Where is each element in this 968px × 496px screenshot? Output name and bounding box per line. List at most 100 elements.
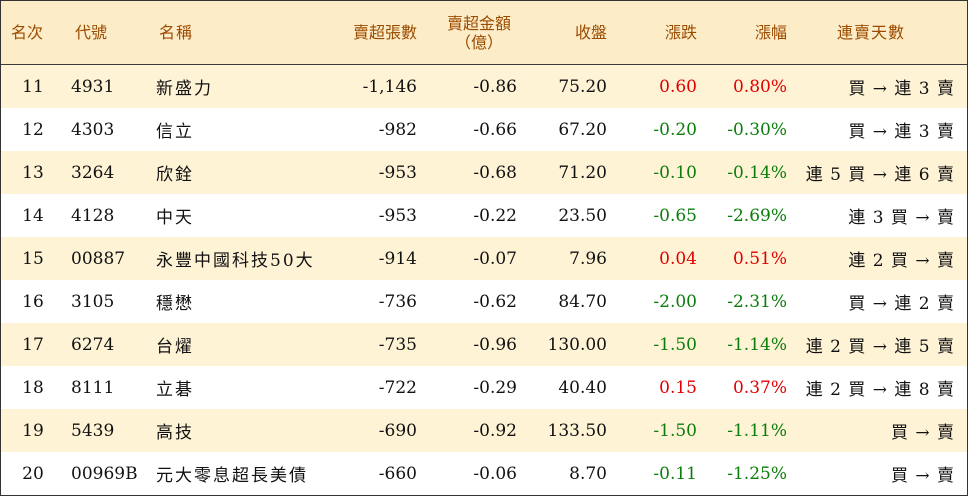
header-close: 收盤 xyxy=(574,23,607,42)
cell-change: 0.04 xyxy=(659,248,697,269)
table-row[interactable]: 19 5439 高技 -690 -0.92 133.50 -1.50 -1.11% 買 → 賣 xyxy=(1,409,967,452)
header-code: 代號 xyxy=(75,23,108,42)
cell-net-sell-amount: -0.07 xyxy=(473,248,517,269)
cell-rank: 13 xyxy=(22,162,44,183)
cell-name: 穩懋 xyxy=(156,294,194,314)
cell-change: -0.11 xyxy=(653,463,697,484)
cell-name: 新盛力 xyxy=(156,79,213,99)
cell-code: 00887 xyxy=(71,248,126,269)
cell-net-sell-shares: -953 xyxy=(378,162,417,183)
cell-change-pct: 0.51% xyxy=(732,248,787,269)
cell-change-pct: -1.25% xyxy=(727,463,787,484)
cell-close: 67.20 xyxy=(558,119,607,140)
cell-consecutive-days: 買 → 連 3 賣 xyxy=(848,122,955,142)
cell-consecutive-days: 連 2 買 → 賣 xyxy=(848,251,955,271)
cell-change-pct: -2.69% xyxy=(727,205,787,226)
header-name: 名稱 xyxy=(159,23,194,42)
cell-name: 中天 xyxy=(156,208,194,228)
cell-change-pct: -1.14% xyxy=(727,334,787,355)
cell-net-sell-amount: -0.29 xyxy=(473,377,517,398)
cell-close: 84.70 xyxy=(558,291,607,312)
cell-rank: 20 xyxy=(22,463,44,484)
cell-consecutive-days: 連 2 買 → 連 5 賣 xyxy=(805,337,955,357)
cell-close: 7.96 xyxy=(569,248,607,269)
cell-code: 4303 xyxy=(71,119,115,140)
cell-net-sell-shares: -953 xyxy=(378,205,417,226)
cell-net-sell-amount: -0.06 xyxy=(473,463,517,484)
table-row[interactable]: 11 4931 新盛力 -1,146 -0.86 75.20 0.60 0.80% 買 → 連 … xyxy=(1,65,967,108)
table-row[interactable]: 20 00969B 元大零息超長美債 -660 -0.06 8.70 -0.11 -1.25%… xyxy=(1,452,967,495)
cell-change: -0.65 xyxy=(653,205,697,226)
cell-code: 00969B xyxy=(71,463,138,484)
cell-net-sell-shares: -914 xyxy=(378,248,417,269)
cell-net-sell-amount: -0.86 xyxy=(473,76,517,97)
header-consecutive-days: 連賣天數 xyxy=(836,23,905,42)
cell-name: 欣銓 xyxy=(156,165,194,185)
cell-name: 永豐中國科技50大 xyxy=(156,251,315,271)
cell-code: 6274 xyxy=(71,334,115,355)
cell-change-pct: -0.14% xyxy=(727,162,787,183)
cell-change: -2.00 xyxy=(653,291,697,312)
table-row[interactable]: 14 4128 中天 -953 -0.22 23.50 -0.65 -2.69% 連 3 買 →… xyxy=(1,194,967,237)
cell-net-sell-shares: -722 xyxy=(378,377,417,398)
header-net-sell-shares: 賣超張數 xyxy=(352,23,417,42)
cell-code: 3264 xyxy=(71,162,115,183)
cell-change-pct: -0.30% xyxy=(727,119,787,140)
cell-net-sell-amount: -0.92 xyxy=(473,420,517,441)
cell-code: 3105 xyxy=(71,291,115,312)
cell-net-sell-shares: -736 xyxy=(378,291,417,312)
cell-net-sell-shares: -660 xyxy=(378,463,417,484)
cell-change: -0.10 xyxy=(653,162,697,183)
table-row[interactable]: 12 4303 信立 -982 -0.66 67.20 -0.20 -0.30% 買 → 連 3… xyxy=(1,108,967,151)
header-net-sell-amount-line1: 賣超金額 xyxy=(446,13,511,33)
table-row[interactable]: 17 6274 台燿 -735 -0.96 130.00 -1.50 -1.14% 連 2 買 … xyxy=(1,323,967,366)
table-row[interactable]: 13 3264 欣銓 -953 -0.68 71.20 -0.10 -0.14% 連 5 買 →… xyxy=(1,151,967,194)
cell-code: 5439 xyxy=(71,420,115,441)
table-row[interactable]: 15 00887 永豐中國科技50大 -914 -0.07 7.96 0.04 0.51% 連 … xyxy=(1,237,967,280)
cell-close: 40.40 xyxy=(558,377,607,398)
cell-net-sell-amount: -0.62 xyxy=(473,291,517,312)
cell-net-sell-amount: -0.66 xyxy=(473,119,517,140)
cell-rank: 19 xyxy=(22,420,44,441)
table-header: 名次 代號 名稱 賣超張數 賣超金額 （億） 收盤 漲跌 漲幅 連賣天數 xyxy=(1,1,967,65)
cell-net-sell-shares: -735 xyxy=(378,334,417,355)
cell-consecutive-days: 買 → 連 2 賣 xyxy=(848,294,955,314)
header-change-pct: 漲幅 xyxy=(754,23,787,42)
cell-change-pct: -1.11% xyxy=(727,420,787,441)
header-rank: 名次 xyxy=(11,23,44,42)
table-row[interactable]: 16 3105 穩懋 -736 -0.62 84.70 -2.00 -2.31% 買 → 連 2… xyxy=(1,280,967,323)
cell-change: -1.50 xyxy=(653,420,697,441)
cell-code: 8111 xyxy=(71,377,115,398)
cell-rank: 14 xyxy=(22,205,44,226)
cell-close: 75.20 xyxy=(558,76,607,97)
cell-name: 高技 xyxy=(156,423,194,443)
cell-change: -0.20 xyxy=(653,119,697,140)
cell-net-sell-shares: -982 xyxy=(378,119,417,140)
cell-consecutive-days: 連 5 買 → 連 6 賣 xyxy=(805,165,955,185)
cell-rank: 16 xyxy=(22,291,44,312)
cell-close: 71.20 xyxy=(558,162,607,183)
header-net-sell-amount-line2: （億） xyxy=(454,32,503,52)
cell-consecutive-days: 買 → 賣 xyxy=(890,423,955,443)
table-row[interactable]: 18 8111 立碁 -722 -0.29 40.40 0.15 0.37% 連 2 買 → 連… xyxy=(1,366,967,409)
cell-close: 130.00 xyxy=(547,334,607,355)
cell-name: 台燿 xyxy=(156,337,194,357)
cell-change-pct: 0.37% xyxy=(732,377,787,398)
cell-name: 元大零息超長美債 xyxy=(156,466,308,486)
cell-net-sell-amount: -0.22 xyxy=(473,205,517,226)
cell-rank: 18 xyxy=(22,377,44,398)
cell-consecutive-days: 買 → 連 3 賣 xyxy=(848,79,955,99)
cell-close: 133.50 xyxy=(547,420,607,441)
cell-change: 0.60 xyxy=(659,76,697,97)
cell-name: 信立 xyxy=(156,122,194,142)
cell-net-sell-amount: -0.68 xyxy=(473,162,517,183)
cell-net-sell-shares: -690 xyxy=(378,420,417,441)
header-change: 漲跌 xyxy=(664,23,697,42)
cell-change: -1.50 xyxy=(653,334,697,355)
cell-code: 4931 xyxy=(71,76,115,97)
cell-name: 立碁 xyxy=(156,380,194,400)
cell-net-sell-shares: -1,146 xyxy=(362,76,417,97)
cell-rank: 15 xyxy=(22,248,44,269)
cell-rank: 11 xyxy=(22,76,44,97)
